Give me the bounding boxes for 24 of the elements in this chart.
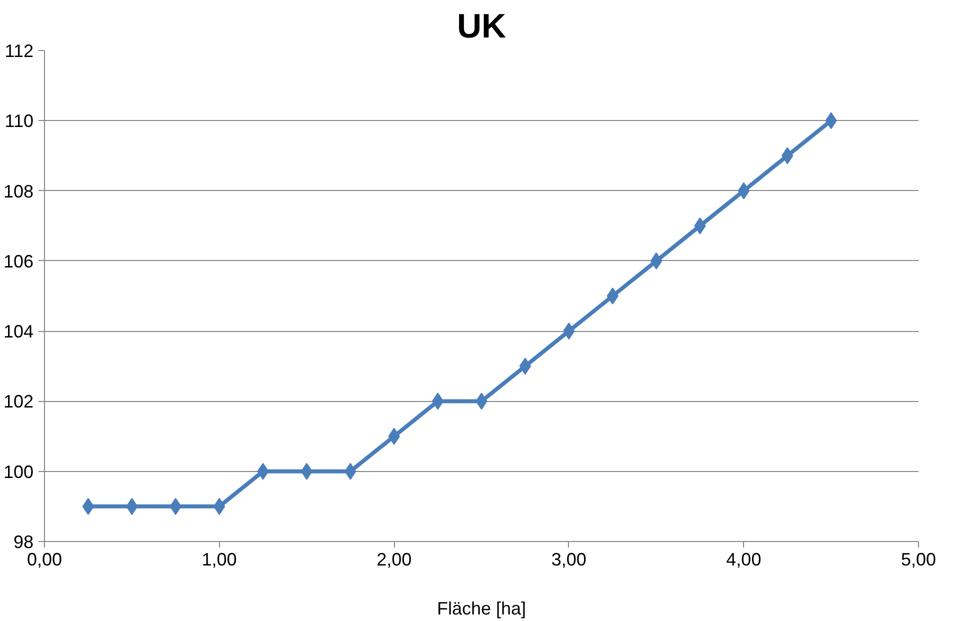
chart-title: UK xyxy=(456,8,506,46)
y-tick-label: 106 xyxy=(3,251,34,272)
y-tick-label: 102 xyxy=(3,392,34,412)
y-tick-label: 112 xyxy=(4,41,34,61)
x-tick-label: 1,00 xyxy=(202,550,237,570)
point xyxy=(432,392,444,410)
x-tick-label: 4,00 xyxy=(726,550,762,570)
point xyxy=(738,182,750,200)
y-tick-label: 100 xyxy=(3,462,34,482)
x-tick-label: 5,00 xyxy=(900,550,936,570)
y-tick-label: 104 xyxy=(3,322,34,342)
point xyxy=(82,498,94,515)
point xyxy=(606,288,618,304)
point xyxy=(650,252,662,270)
point xyxy=(300,462,313,480)
x-axis-title: Fläche [ha] xyxy=(436,598,526,618)
x-tick-label: 3,00 xyxy=(551,550,586,570)
y-tick-label: 98 xyxy=(13,532,34,552)
y-tick-label: 108 xyxy=(3,181,34,202)
x-tick-label: 2,00 xyxy=(376,550,412,570)
y-tick-label: 110 xyxy=(4,111,34,132)
point xyxy=(519,358,532,375)
point xyxy=(213,498,226,515)
x-tick-label: 0,00 xyxy=(26,550,62,570)
